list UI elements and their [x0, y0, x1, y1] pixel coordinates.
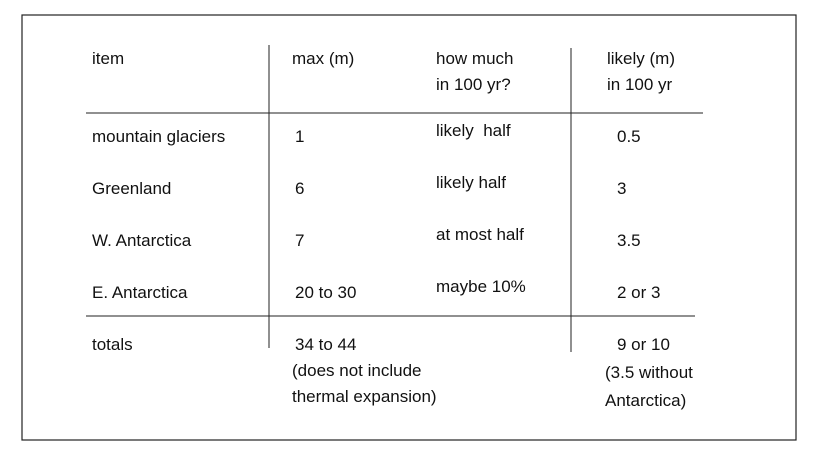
totals-likely: (3.5 without	[605, 363, 693, 382]
table-cell: 0.5	[617, 127, 641, 146]
table-cell: likely half	[436, 173, 506, 192]
table-cell: E. Antarctica	[92, 283, 188, 302]
header-cell: max (m)	[292, 49, 354, 68]
table-cell: 3	[617, 179, 626, 198]
header-cell: in 100 yr	[607, 75, 673, 94]
totals-max: (does not include	[292, 361, 421, 380]
header-cell: how much	[436, 49, 513, 68]
table-cell: 6	[295, 179, 304, 198]
header-cell: item	[92, 49, 124, 68]
table-cell: maybe 10%	[436, 277, 526, 296]
totals-likely: 9 or 10	[617, 335, 670, 354]
table-cell: likely half	[436, 121, 511, 140]
table-cell: at most half	[436, 225, 524, 244]
table-cell: Greenland	[92, 179, 171, 198]
totals-max: thermal expansion)	[292, 387, 437, 406]
table-cell: 7	[295, 231, 304, 250]
header-cell: in 100 yr?	[436, 75, 511, 94]
totals-max: 34 to 44	[295, 335, 356, 354]
table-cell: mountain glaciers	[92, 127, 225, 146]
totals-likely: Antarctica)	[605, 391, 686, 410]
table-cell: 3.5	[617, 231, 641, 250]
header-cell: likely (m)	[607, 49, 675, 68]
table-cell: 1	[295, 127, 304, 146]
table-cell: 2 or 3	[617, 283, 660, 302]
totals-label: totals	[92, 335, 133, 354]
table-cell: 20 to 30	[295, 283, 356, 302]
table-cell: W. Antarctica	[92, 231, 192, 250]
table: item max (m) how much in 100 yr? likely (m) i…	[92, 49, 693, 410]
frame	[21, 14, 797, 441]
